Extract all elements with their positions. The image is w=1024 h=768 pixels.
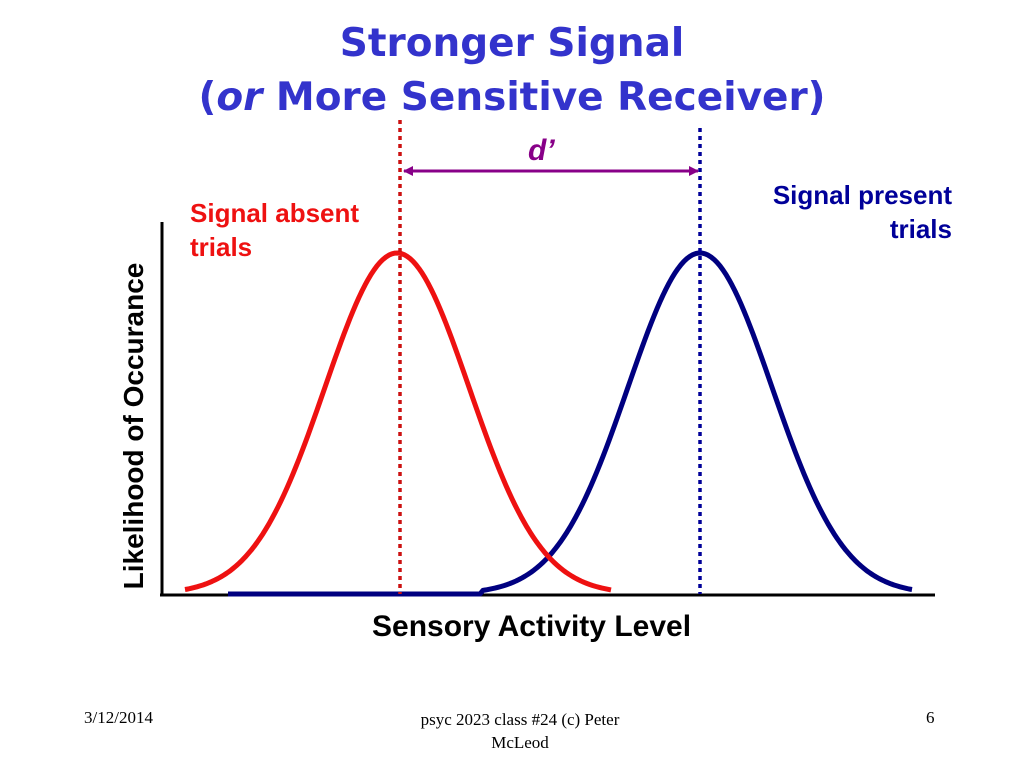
slide-subtitle: (or More Sensitive Receiver): [0, 78, 1024, 117]
y-axis-label: Likelihood of Occurance: [118, 262, 149, 590]
subtitle-rest: More Sensitive Receiver): [262, 75, 826, 120]
signal-absent-label: Signal absent trials: [190, 196, 359, 264]
x-axis-label: Sensory Activity Level: [372, 610, 692, 643]
signal-absent-label-line2: trials: [190, 232, 253, 262]
footer-credit: psyc 2023 class #24 (c) Peter McLeod: [380, 708, 660, 754]
signal-present-label-line2: trials: [889, 214, 952, 244]
signal-present-label: Signal present trials: [773, 178, 952, 246]
slide-title: Stronger Signal: [339, 21, 685, 66]
footer-credit-line2: McLeod: [491, 733, 549, 752]
subtitle-open-paren: (: [198, 75, 217, 120]
footer-date: 3/12/2014: [84, 708, 153, 727]
footer-credit-line1: psyc 2023 class #24 (c) Peter: [420, 710, 620, 729]
dprime-label: d’: [528, 134, 555, 167]
signal-present-label-line1: Signal present: [772, 180, 952, 210]
subtitle-or: or: [216, 75, 263, 120]
footer-page-number: 6: [926, 708, 935, 727]
signal-absent-curve: [184, 250, 612, 593]
signal-absent-label-line1: Signal absent: [190, 198, 360, 228]
signal-present-curve: [228, 250, 913, 597]
